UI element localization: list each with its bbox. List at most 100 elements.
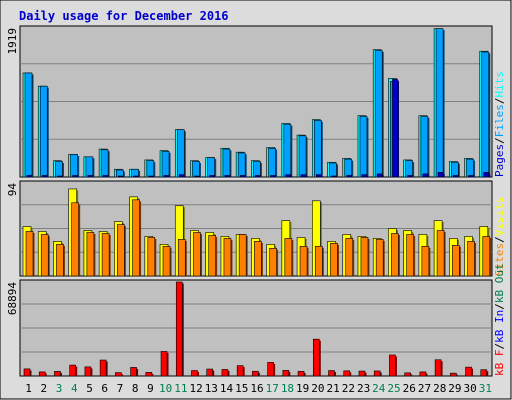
bar-pages-day-7-body (118, 175, 124, 178)
bar-kbf-day-30-body (465, 366, 472, 377)
legend-separator: / (493, 98, 506, 105)
bar-kbf-day-5 (84, 366, 93, 377)
x-label-day-25: 25 (387, 382, 400, 395)
bar-files-day-9 (146, 160, 156, 178)
panel-visitors: 94 Sites/Visits (6, 180, 506, 277)
bar-files-day-30-body (466, 158, 474, 178)
bar-kbf-day-25-body (389, 354, 396, 377)
bar-kbf-day-1 (23, 368, 32, 377)
bar-sites-day-15-body (238, 234, 247, 277)
panel-requests-legend: Pages/Files/Hits (493, 71, 506, 177)
bar-files-day-21-body (329, 162, 337, 178)
bar-pages-day-24-body (376, 173, 383, 178)
bar-pages-day-24 (376, 173, 384, 178)
bar-files-day-15 (237, 152, 247, 178)
bar-pages-day-5 (87, 175, 95, 178)
bar-kbf-day-19-body (297, 371, 305, 377)
x-label-day-15: 15 (235, 382, 248, 395)
bar-sites-day-19 (299, 246, 309, 277)
bar-pages-day-25 (392, 78, 399, 178)
panel-visitors-max-label: 94 (6, 183, 19, 197)
x-label-day-29: 29 (448, 382, 461, 395)
bar-files-day-20 (313, 120, 323, 178)
bar-pages-day-22 (346, 175, 354, 178)
bar-files-day-14-body (222, 148, 231, 178)
x-label-day-3: 3 (56, 382, 63, 395)
bar-files-day-16-body (253, 161, 261, 178)
bar-sites-day-26 (406, 234, 416, 277)
legend-separator: / (493, 137, 506, 144)
bar-sites-day-17-body (269, 247, 277, 277)
bar-files-day-10-body (161, 151, 170, 178)
x-label-day-24: 24 (372, 382, 386, 395)
bar-sites-day-27 (421, 246, 431, 277)
bar-pages-day-29 (453, 175, 460, 178)
bar-files-day-26-body (405, 160, 413, 178)
bar-files-day-12 (192, 161, 201, 178)
bar-files-day-30 (466, 158, 476, 178)
x-label-day-31: 31 (479, 382, 492, 395)
x-label-day-21: 21 (327, 382, 340, 395)
bar-kbf-day-1-body (23, 368, 31, 377)
bar-kbf-day-18 (282, 370, 291, 377)
bar-pages-day-2-body (41, 175, 48, 178)
bar-sites-day-6-body (101, 233, 110, 277)
bar-sites-day-3-body (56, 244, 64, 277)
bar-kbf-day-11-body (175, 281, 183, 377)
bar-kbf-day-7 (115, 372, 123, 377)
bar-sites-day-14 (223, 238, 233, 277)
bar-files-day-11-body (176, 129, 185, 178)
bar-kbf-day-4 (69, 364, 78, 377)
bar-kbf-day-9-body (145, 372, 153, 377)
bar-files-day-1-body (24, 72, 33, 178)
bar-kbf-day-21-body (328, 370, 335, 377)
bar-pages-day-21 (331, 175, 337, 178)
bar-files-day-27 (420, 116, 430, 178)
bar-pages-day-13-body (209, 175, 216, 178)
bar-kbf-day-29-body (450, 372, 457, 377)
chart-title: Daily usage for December 2016 (19, 9, 229, 23)
bar-pages-day-20 (315, 174, 323, 178)
bar-kbf-day-23 (358, 370, 367, 377)
x-label-day-5: 5 (86, 382, 93, 395)
bar-pages-day-6 (102, 175, 110, 178)
bar-files-day-19-body (298, 135, 307, 178)
bar-files-day-17-body (268, 147, 276, 178)
bar-sites-day-12 (193, 232, 202, 277)
bar-kbf-day-10-body (160, 351, 168, 377)
bar-pages-day-3 (57, 175, 63, 178)
legend-separator: / (493, 343, 506, 350)
bar-pages-day-6-body (102, 175, 109, 178)
bar-files-day-11 (176, 129, 186, 178)
bar-sites-day-27-body (421, 246, 430, 277)
bar-kbf-day-2-body (38, 371, 46, 377)
bar-sites-day-11 (177, 239, 187, 277)
bar-sites-day-10-body (162, 246, 171, 277)
bar-sites-day-8 (132, 199, 142, 277)
bar-sites-day-25 (391, 233, 400, 277)
bar-kbf-day-13 (206, 368, 215, 377)
bar-files-day-17 (268, 147, 278, 178)
bar-kbf-day-8 (130, 367, 139, 377)
bar-kbf-day-20-body (312, 338, 320, 377)
bar-pages-day-1 (26, 175, 34, 178)
bar-files-day-24-body (374, 50, 383, 178)
bar-sites-day-28-body (436, 230, 445, 277)
bar-pages-day-31 (483, 172, 491, 178)
bar-sites-day-13-body (208, 235, 217, 277)
x-label-day-27: 27 (418, 382, 431, 395)
bar-kbf-day-15 (236, 365, 245, 377)
bar-kbf-day-13-body (206, 368, 214, 377)
bar-files-day-23 (359, 116, 369, 178)
bar-sites-day-5 (86, 232, 96, 277)
bar-kbf-day-3 (54, 371, 62, 377)
bar-sites-day-19-body (299, 246, 308, 277)
bar-sites-day-25-body (391, 233, 399, 277)
bar-sites-day-30 (467, 241, 477, 277)
bar-pages-day-25-body (392, 78, 398, 178)
bar-kbf-day-6-body (99, 359, 107, 377)
bar-kbf-day-15-body (236, 365, 244, 377)
bar-kbf-day-27 (419, 371, 428, 377)
bar-kbf-day-8-body (130, 367, 137, 377)
bar-sites-day-1-body (25, 231, 34, 277)
